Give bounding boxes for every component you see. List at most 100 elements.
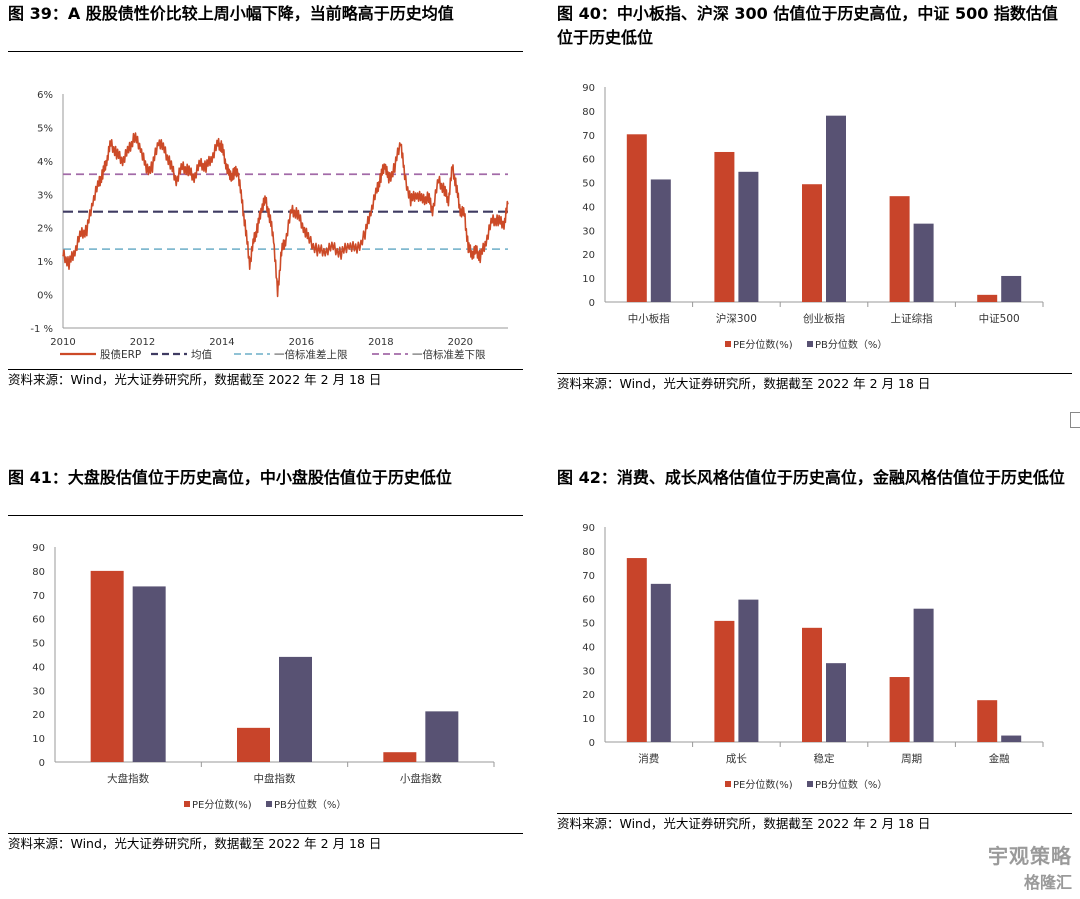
y-tick-label: 10: [582, 714, 595, 725]
legend-label: PB分位数（%）: [274, 798, 346, 811]
x-tick-label: 2012: [130, 337, 155, 348]
y-tick-label: 40: [32, 662, 45, 673]
y-tick-label: 2%: [37, 224, 53, 235]
y-tick-label: 0%: [37, 291, 53, 302]
pb-bar: [650, 583, 671, 742]
y-tick-label: 3%: [37, 190, 53, 201]
y-tick-label: 50: [582, 179, 595, 190]
pe-bar: [714, 620, 735, 742]
watermark: 宇观策略 格隆汇: [988, 840, 1072, 893]
pe-bar: [626, 134, 647, 302]
source-note: 资料来源：Wind，光大证券研究所，数据截至 2022 年 2 月 18 日: [8, 369, 523, 388]
y-tick-label: 80: [582, 107, 595, 118]
source-note: 资料来源：Wind，光大证券研究所，数据截至 2022 年 2 月 18 日: [557, 813, 1072, 832]
pe-bar: [383, 752, 417, 762]
legend-swatch: [807, 781, 813, 787]
x-category-label: 成长: [726, 753, 747, 765]
y-tick-label: 60: [32, 615, 45, 626]
pe-bar: [237, 727, 270, 762]
y-tick-label: 30: [582, 666, 595, 677]
y-tick-label: 70: [582, 571, 595, 582]
pe-bar: [714, 151, 735, 302]
pb-bar: [913, 223, 934, 302]
y-tick-label: 80: [582, 547, 595, 558]
erp-series-line: [62, 132, 509, 298]
legend-swatch: [725, 341, 731, 347]
x-category-label: 中证500: [979, 312, 1020, 325]
y-tick-label: 30: [32, 686, 45, 697]
y-tick-label: 0: [589, 298, 595, 309]
pb-bar: [913, 608, 934, 742]
y-tick-label: 20: [582, 690, 595, 701]
legend-label: 一倍标准差上限: [274, 348, 348, 361]
x-category-label: 金融: [989, 752, 1010, 765]
y-tick-label: -1 %: [30, 324, 53, 335]
chart-title: 图 42：消费、成长风格估值位于历史高位，金融风格估值位于历史低位: [557, 468, 1065, 487]
pe-bar: [802, 184, 822, 302]
chart-panel-41: 图 41：大盘股估值位于历史高位，中小盘股估值位于历史低位 90 80 70 60 50…: [8, 466, 523, 852]
y-tick-label: 90: [582, 523, 595, 534]
y-tick-label: 4%: [37, 157, 53, 168]
pe-bar: [802, 627, 822, 742]
y-tick-label: 30: [582, 226, 595, 237]
pe-bar: [90, 570, 124, 762]
y-tick-label: 50: [32, 639, 45, 650]
pb-bar: [738, 171, 759, 302]
y-tick-label: 0: [589, 738, 595, 749]
y-tick-label: 6%: [37, 90, 53, 101]
x-category-label: 中盘指数: [254, 772, 296, 785]
x-tick-label: 2016: [289, 337, 314, 348]
pe-bar: [977, 294, 998, 302]
pb-bar: [826, 115, 846, 302]
x-category-label: 创业板指: [803, 312, 845, 325]
pb-bar: [1001, 735, 1022, 742]
source-note: 资料来源：Wind，光大证券研究所，数据截至 2022 年 2 月 18 日: [557, 373, 1072, 392]
y-tick-label: 5%: [37, 123, 53, 134]
legend-label: PE分位数(%): [733, 338, 793, 351]
legend-swatch: [807, 341, 813, 347]
style-valuation-bar-chart: 90 80 70 60 50 40 30 20 10 0 消费 成长 稳定 周期 金融 PE分位数(%) PB分…: [582, 523, 1044, 791]
y-tick-label: 60: [582, 155, 595, 166]
legend-label: PB分位数（%）: [815, 338, 887, 351]
x-tick-label: 2020: [448, 337, 473, 348]
y-tick-label: 10: [32, 734, 45, 745]
watermark-line2: 格隆汇: [1023, 873, 1072, 892]
chart-panel-42: 图 42：消费、成长风格估值位于历史高位，金融风格估值位于历史低位 90 80 70…: [557, 466, 1072, 832]
pb-bar: [279, 656, 312, 762]
y-tick-label: 10: [582, 274, 595, 285]
x-category-label: 中小板指: [628, 312, 670, 325]
y-tick-label: 70: [32, 591, 45, 602]
y-tick-label: 90: [582, 83, 595, 94]
x-category-label: 沪深300: [716, 312, 757, 325]
pe-bar: [889, 196, 910, 302]
y-tick-label: 90: [32, 543, 45, 554]
index-valuation-bar-chart: 90 80 70 60 50 40 30 20 10 0 中小板指 沪深300 创业板指 上证综指 中证50…: [582, 83, 1044, 351]
pb-bar: [425, 711, 459, 762]
chart-title: 图 40：中小板指、沪深 300 估值位于历史高位，中证 500 指数估值位于历…: [557, 4, 1058, 47]
pb-bar: [650, 179, 671, 302]
cap-valuation-bar-chart: 90 80 70 60 50 40 30 20 10 0 大盘指数 中盘指数 小盘指数 PE分位数(%) P…: [32, 543, 495, 811]
chart-panel-40: 图 40：中小板指、沪深 300 估值位于历史高位，中证 500 指数估值位于历…: [557, 2, 1072, 392]
x-tick-label: 2014: [209, 337, 234, 348]
pb-bar: [738, 599, 759, 742]
legend-label: PE分位数(%): [192, 798, 252, 811]
erp-line-chart: 6% 5% 4% 3% 2% 1% 0% -1 % 2010 2012 2014 2016 2018 20…: [30, 90, 509, 361]
legend-swatch: [725, 781, 731, 787]
y-tick-label: 1%: [37, 257, 53, 268]
x-category-label: 上证综指: [891, 312, 933, 325]
pe-bar: [977, 700, 998, 742]
legend-swatch: [266, 801, 272, 807]
legend-label: 均值: [191, 348, 212, 361]
legend-label: PB分位数（%）: [815, 778, 887, 791]
chart-title: 图 39：A 股股债性价比较上周小幅下降，当前略高于历史均值: [8, 4, 454, 23]
y-tick-label: 40: [582, 642, 595, 653]
source-note: 资料来源：Wind，光大证券研究所，数据截至 2022 年 2 月 18 日: [8, 833, 523, 852]
legend-swatch: [184, 801, 190, 807]
y-tick-label: 40: [582, 202, 595, 213]
legend-label: PE分位数(%): [733, 778, 793, 791]
page-corner-mark: [1070, 412, 1080, 428]
x-category-label: 小盘指数: [400, 772, 442, 785]
pb-bar: [132, 586, 166, 762]
x-tick-label: 2010: [50, 337, 75, 348]
pb-bar: [1001, 275, 1022, 302]
